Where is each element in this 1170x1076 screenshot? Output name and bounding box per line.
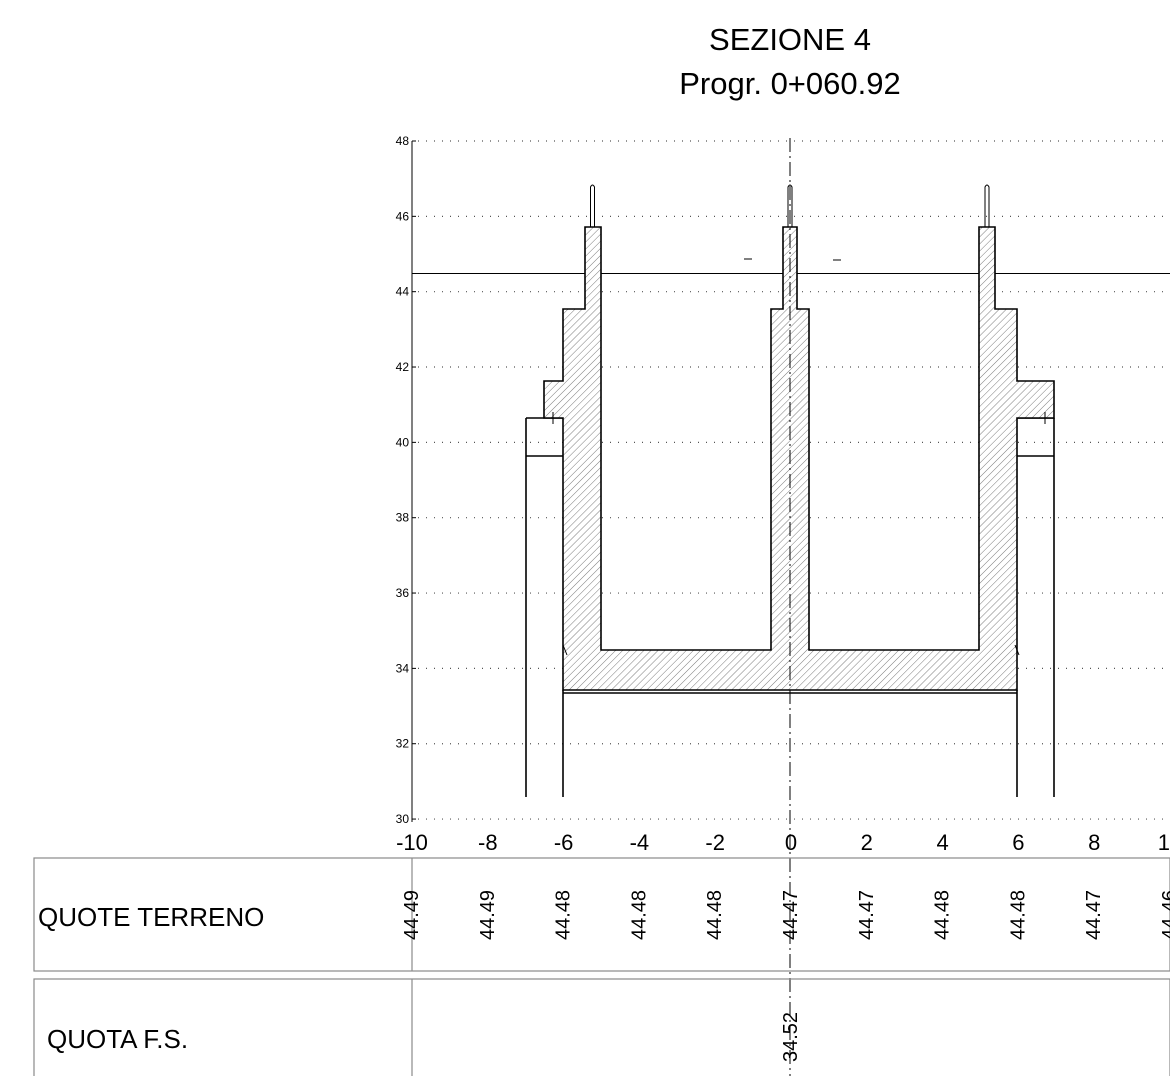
x-tick-label: 6 xyxy=(1012,830,1024,855)
y-tick-label: 38 xyxy=(396,511,410,525)
pile-left xyxy=(525,417,564,797)
drawing-subtitle: Progr. 0+060.92 xyxy=(679,66,900,101)
terrain-value: 44.46 xyxy=(1159,890,1170,940)
joint-mark-right-base xyxy=(1014,644,1020,656)
row-label-fs: QUOTA F.S. xyxy=(47,1024,188,1054)
profile-table: QUOTE TERRENO 44.49 44.49 44.48 44.48 44.48 4… xyxy=(33,857,1170,1076)
x-tick-label: 4 xyxy=(936,830,948,855)
terrain-value: 44.48 xyxy=(1007,890,1029,940)
terrain-value: 44.47 xyxy=(780,890,802,940)
x-tick-label: 0 xyxy=(785,830,797,855)
terrain-value: 44.48 xyxy=(553,890,575,940)
y-tick-label: 44 xyxy=(396,285,410,299)
terrain-value: 44.47 xyxy=(856,890,878,940)
u-section-concrete xyxy=(543,226,1055,691)
y-tick-label: 32 xyxy=(396,737,410,751)
railing-right xyxy=(984,184,990,227)
x-tick-label: -8 xyxy=(478,830,498,855)
terrain-value: 44.49 xyxy=(401,890,423,940)
terrain-value: 44.49 xyxy=(477,890,499,940)
drawing-title: SEZIONE 4 xyxy=(709,22,871,57)
fs-value: 34.52 xyxy=(780,1012,802,1062)
y-tick-label: 46 xyxy=(396,209,410,223)
terrain-value: 44.48 xyxy=(932,890,954,940)
y-tick-label: 30 xyxy=(396,812,410,826)
y-tick-label: 36 xyxy=(396,586,410,600)
pile-right xyxy=(1016,417,1055,797)
y-axis-tick-labels: 48 46 44 42 40 38 36 34 32 30 xyxy=(396,134,410,826)
x-tick-label: -6 xyxy=(554,830,574,855)
fs-values: 34.52 xyxy=(780,1012,802,1062)
terrain-values: 44.49 44.49 44.48 44.48 44.48 44.47 44.47 44.48… xyxy=(401,890,1170,940)
table-row-box-fs xyxy=(33,978,1170,1076)
y-tick-label: 40 xyxy=(396,435,410,449)
terrain-value: 44.48 xyxy=(704,890,726,940)
x-tick-label: -10 xyxy=(396,830,428,855)
y-tick-label: 48 xyxy=(396,134,410,148)
railing-left xyxy=(590,184,595,227)
y-tick-label: 34 xyxy=(396,661,410,675)
x-tick-label: 8 xyxy=(1088,830,1100,855)
row-label-terrain: QUOTE TERRENO xyxy=(38,902,264,932)
terrain-value: 44.47 xyxy=(1083,890,1105,940)
joint-mark-left-base xyxy=(562,644,568,656)
y-tick-label: 42 xyxy=(396,360,410,374)
railing-center xyxy=(787,184,793,227)
x-axis-tick-labels: -10 -8 -6 -4 -2 0 2 4 6 8 10 xyxy=(396,830,1170,855)
x-tick-label: 2 xyxy=(861,830,873,855)
x-tick-label: -4 xyxy=(630,830,650,855)
x-tick-label: 10 xyxy=(1158,830,1170,855)
terrain-value: 44.48 xyxy=(628,890,650,940)
table-row-box-terrain xyxy=(33,857,1170,972)
x-tick-label: -2 xyxy=(705,830,725,855)
